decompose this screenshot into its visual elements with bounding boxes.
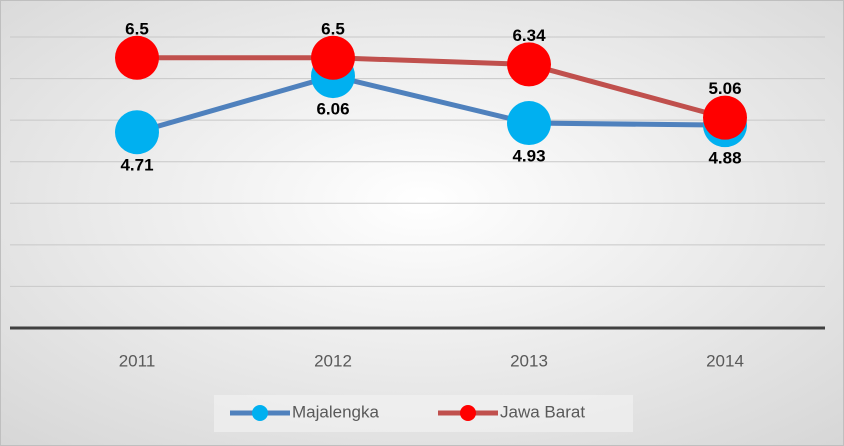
x-tick-label: 2011 xyxy=(119,351,156,370)
x-tick-label: 2012 xyxy=(314,351,352,370)
data-label: 6.06 xyxy=(316,100,349,119)
data-label: 4.93 xyxy=(512,147,545,166)
legend-marker xyxy=(252,405,268,421)
x-tick-label: 2013 xyxy=(510,351,548,370)
legend-marker xyxy=(460,405,476,421)
data-label: 4.88 xyxy=(708,149,741,168)
data-point xyxy=(311,35,355,80)
x-tick-label: 2014 xyxy=(706,351,744,370)
data-label: 6.34 xyxy=(512,26,546,45)
data-label: 6.5 xyxy=(125,19,149,38)
data-label: 4.71 xyxy=(120,156,153,175)
data-point xyxy=(115,110,159,155)
data-label: 5.06 xyxy=(708,79,741,98)
series-line xyxy=(136,73,726,135)
data-point xyxy=(507,42,551,87)
legend-label: Majalengka xyxy=(292,402,379,421)
legend-label: Jawa Barat xyxy=(500,402,585,421)
data-point xyxy=(507,101,551,146)
series-line xyxy=(137,55,726,121)
data-label: 6.5 xyxy=(321,19,345,38)
data-point xyxy=(703,95,747,140)
data-point xyxy=(115,35,159,80)
